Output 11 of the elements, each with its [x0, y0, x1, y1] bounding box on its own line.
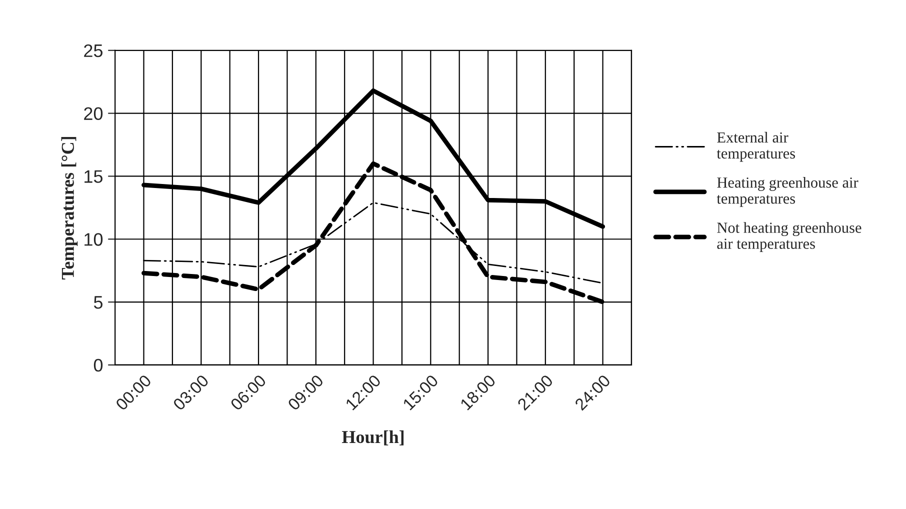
y-axis-title: Temperatures [°C]: [61, 136, 78, 280]
y-tick-label: 0: [94, 358, 103, 372]
x-axis-title: Hour[h]: [342, 430, 404, 446]
y-tick-label: 5: [94, 296, 102, 309]
y-tick-label: 15: [84, 170, 102, 183]
y-tick-label: 10: [84, 233, 103, 246]
y-tick-label: 25: [84, 44, 102, 58]
legend-label: External air temperatures: [716, 132, 796, 162]
y-tick-label: 20: [84, 107, 103, 120]
legend-label: Not heating greenhouse air temperatures: [717, 222, 862, 252]
legend-label: Heating greenhouse air temperatures: [716, 176, 858, 207]
